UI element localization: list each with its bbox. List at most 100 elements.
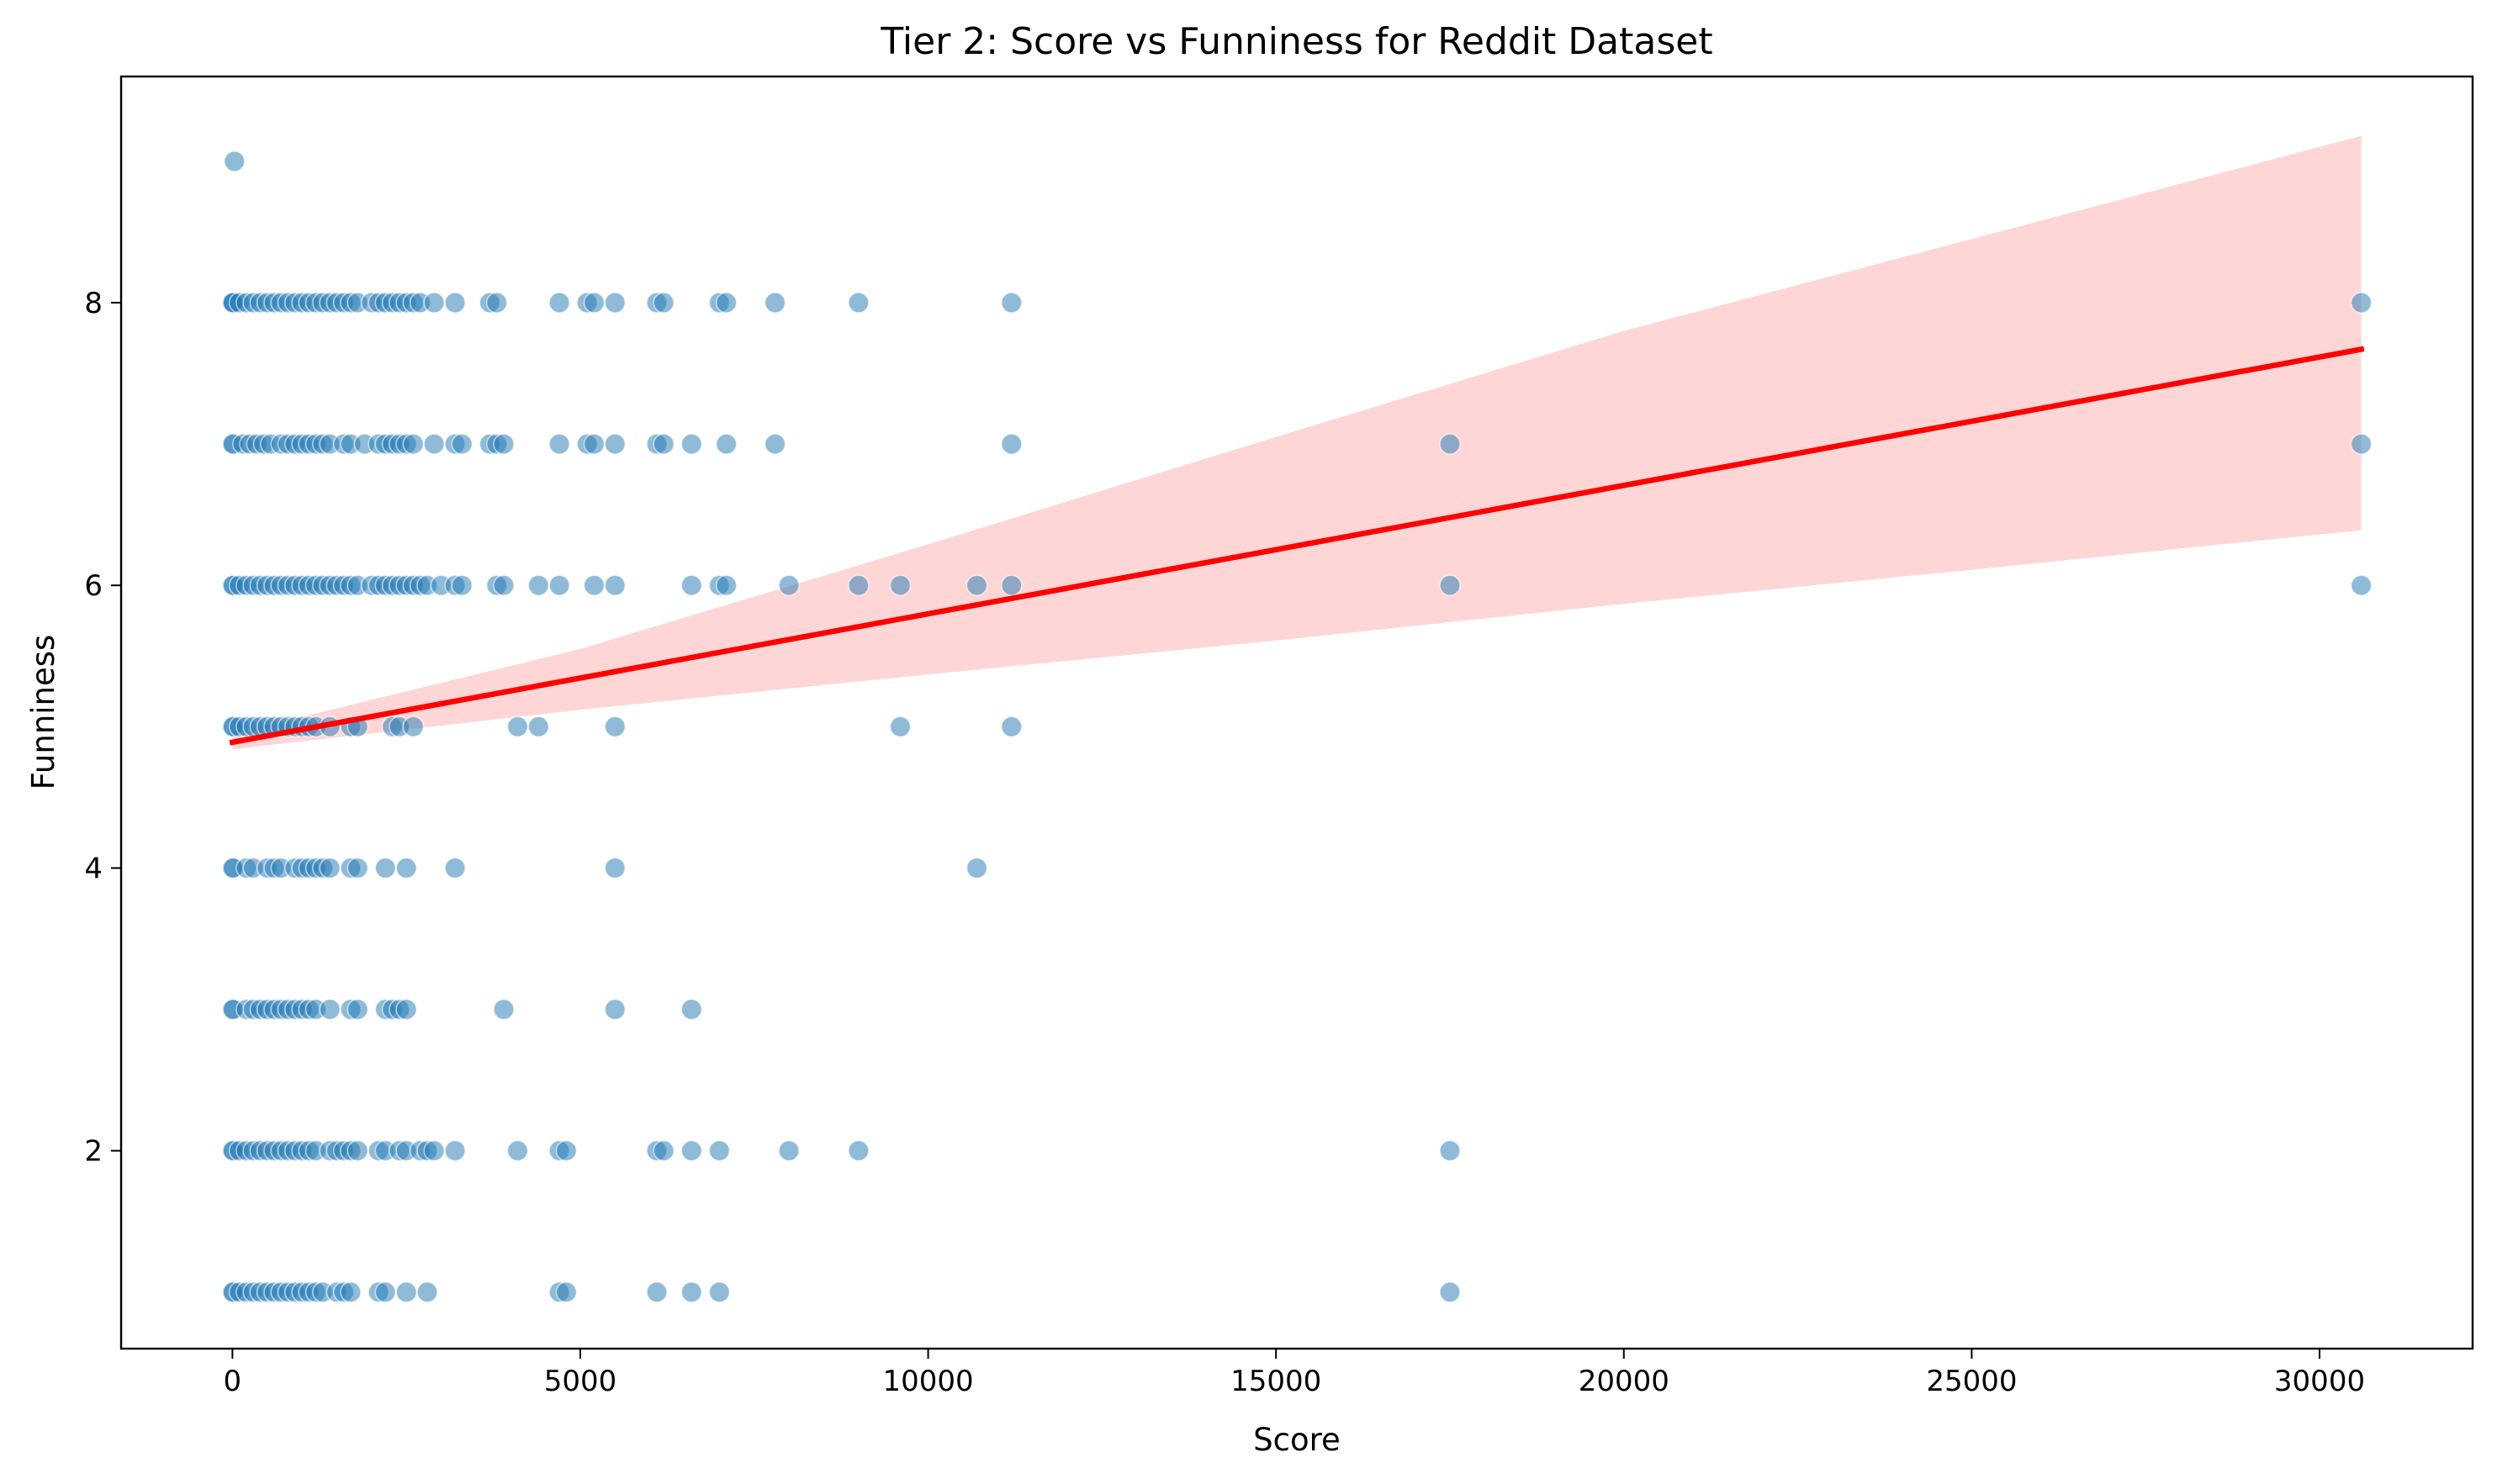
scatter-point <box>548 292 570 314</box>
scatter-point <box>848 292 870 314</box>
scatter-point <box>715 433 738 455</box>
scatter-point <box>395 1281 417 1303</box>
scatter-point <box>555 1139 578 1162</box>
y-tick-label: 6 <box>84 569 103 603</box>
scatter-point <box>965 574 988 596</box>
scatter-point <box>604 433 627 455</box>
scatter-point <box>848 574 870 596</box>
x-tick-label: 25000 <box>1926 1365 2017 1398</box>
scatter-point <box>1439 1139 1461 1162</box>
scatter-point <box>347 1139 369 1162</box>
regression-line <box>229 346 2365 746</box>
scatter-point <box>646 1281 668 1303</box>
scatter-point <box>548 433 570 455</box>
scatter-point <box>319 998 341 1021</box>
scatter-point <box>506 1139 529 1162</box>
x-axis-label: Score <box>1253 1422 1341 1458</box>
scatter-point <box>764 292 786 314</box>
confidence-band-layer <box>232 135 2362 750</box>
scatter-point <box>347 857 369 879</box>
scatter-point <box>493 433 515 455</box>
scatter-point <box>583 574 606 596</box>
chart-title: Tier 2: Score vs Funniness for Reddit Da… <box>880 20 1712 63</box>
scatter-point <box>493 574 515 596</box>
scatter-point <box>340 1281 362 1303</box>
scatter-point <box>680 1281 703 1303</box>
scatter-point <box>2350 433 2373 455</box>
scatter-point <box>653 433 675 455</box>
scatter-point <box>374 857 397 879</box>
scatter-point <box>604 292 627 314</box>
scatter-point <box>1001 716 1023 738</box>
scatter-point <box>423 292 445 314</box>
scatter-point <box>680 433 703 455</box>
scatter-point <box>715 574 738 596</box>
scatter-point <box>451 433 473 455</box>
scatter-point <box>224 151 246 172</box>
scatter-point <box>548 574 570 596</box>
scatter-point <box>374 1281 397 1303</box>
scatter-point <box>506 716 529 738</box>
scatter-point <box>848 1139 870 1162</box>
scatter-point <box>778 574 800 596</box>
scatter-point <box>604 574 627 596</box>
scatter-point <box>604 998 627 1021</box>
y-tick-label: 8 <box>84 287 103 320</box>
x-tick-label: 15000 <box>1230 1365 1321 1398</box>
scatter-point <box>451 574 473 596</box>
scatter-point <box>2350 292 2373 314</box>
scatter-point <box>444 292 466 314</box>
scatter-point <box>708 1139 731 1162</box>
scatter-point <box>764 433 786 455</box>
scatter-point <box>680 1139 703 1162</box>
scatter-point <box>395 998 417 1021</box>
y-tick-label: 2 <box>84 1135 103 1169</box>
scatter-point <box>715 292 738 314</box>
scatter-point <box>395 857 417 879</box>
scatter-point <box>680 998 703 1021</box>
scatter-point <box>965 857 988 879</box>
scatter-point <box>2350 574 2373 596</box>
x-tick-label: 5000 <box>544 1365 617 1398</box>
scatter-point <box>493 998 515 1021</box>
scatter-point <box>319 857 341 879</box>
x-tick-label: 10000 <box>882 1365 973 1398</box>
scatter-point <box>653 1139 675 1162</box>
scatter-point <box>680 574 703 596</box>
scatter-point <box>1439 574 1461 596</box>
scatter-point <box>402 716 425 738</box>
scatter-point <box>1439 1281 1461 1303</box>
scatter-point <box>416 1281 438 1303</box>
scatter-point <box>485 292 508 314</box>
scatter-point <box>604 716 627 738</box>
scatter-point <box>583 433 606 455</box>
plot-frame <box>119 75 2474 1350</box>
x-axis-ticks: 0 5000 10000 15000 20000 25000 30000 <box>224 1349 2365 1398</box>
scatter-point <box>1439 433 1461 455</box>
scatter-point <box>653 292 675 314</box>
scatter-point <box>347 998 369 1021</box>
scatter-point <box>778 1139 800 1162</box>
scatter-point <box>1001 574 1023 596</box>
scatter-point <box>423 433 445 455</box>
y-tick-label: 4 <box>84 852 103 885</box>
scatter-point <box>527 574 550 596</box>
scatter-point <box>604 857 627 879</box>
x-tick-label: 30000 <box>2274 1365 2365 1398</box>
scatter-point <box>1001 433 1023 455</box>
scatter-point <box>423 1139 445 1162</box>
scatter-point <box>444 857 466 879</box>
scatter-point <box>527 716 550 738</box>
scatter-point <box>889 574 912 596</box>
x-tick-label: 0 <box>224 1365 242 1398</box>
scatter-point <box>444 1139 466 1162</box>
scatter-point <box>708 1281 731 1303</box>
scatter-point <box>555 1281 578 1303</box>
y-axis-label: Funniness <box>25 635 61 790</box>
x-tick-label: 20000 <box>1579 1365 1669 1398</box>
scatter-point <box>402 433 425 455</box>
y-axis-ticks: 2 4 6 8 <box>84 287 121 1169</box>
confidence-band <box>232 135 2362 750</box>
regression-line-layer <box>229 346 2365 746</box>
